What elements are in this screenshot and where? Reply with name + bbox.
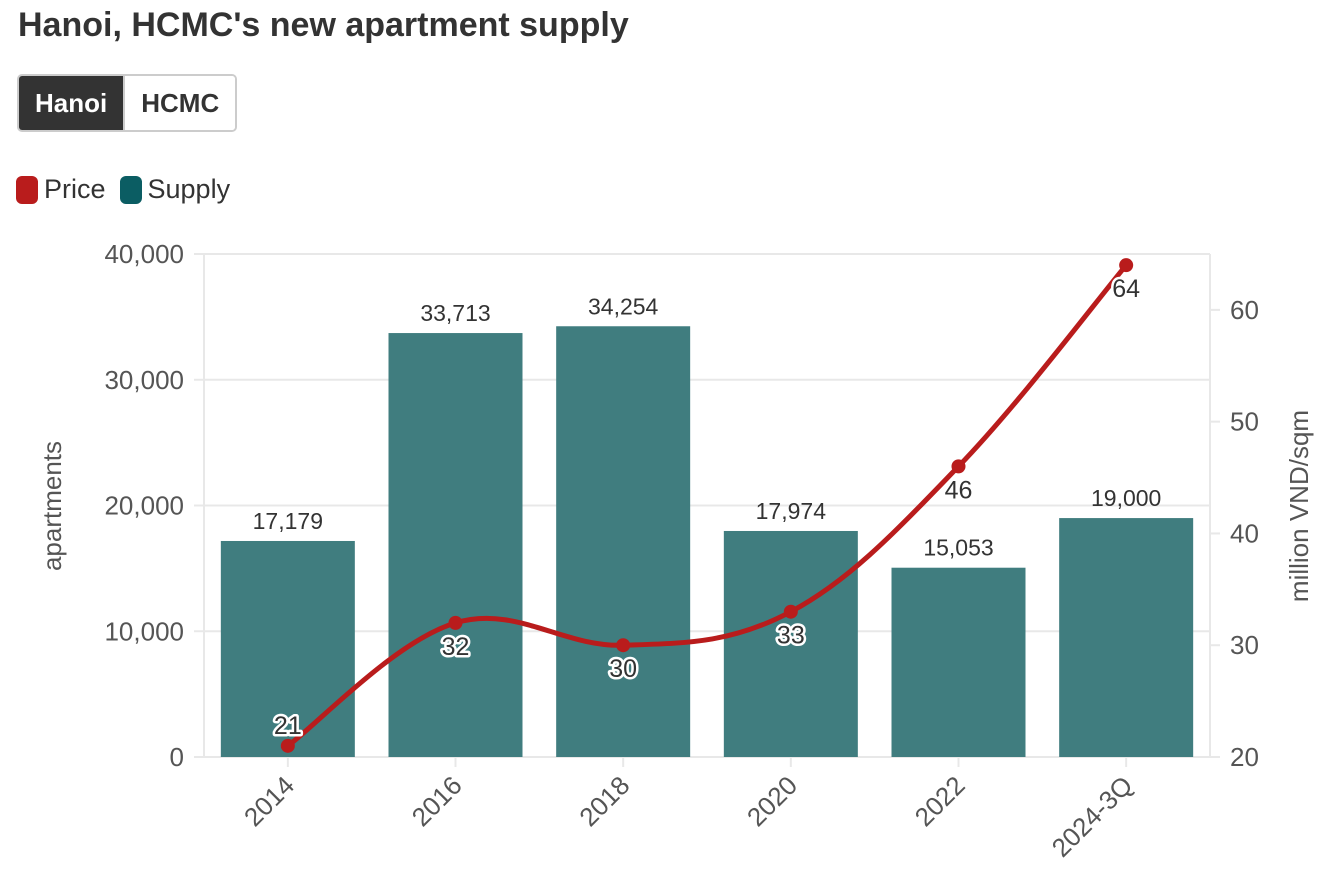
y-tick-label: 20,000 [104, 491, 184, 521]
legend-label-supply: Supply [147, 174, 231, 204]
y-tick-label: 40,000 [104, 239, 184, 269]
city-tabs: Hanoi HCMC [17, 74, 238, 132]
y2-tick-label: 60 [1230, 295, 1259, 325]
point-price [951, 459, 966, 474]
bar-supply [723, 530, 858, 757]
y-axis-title: apartments [37, 441, 67, 571]
bar-data-label: 34,254 [588, 293, 659, 319]
price-data-label: 30 [609, 655, 637, 683]
y2-tick-label: 30 [1230, 630, 1259, 660]
price-data-label: 64 [1112, 275, 1140, 303]
x-tick-label: 2022 [909, 770, 971, 832]
bar-supply [388, 333, 523, 757]
x-tick-label: 2020 [741, 770, 803, 832]
tab-hcmc[interactable]: HCMC [123, 76, 236, 130]
x-tick-label: 2014 [238, 770, 300, 832]
y2-tick-label: 50 [1230, 407, 1259, 437]
bar-data-label: 17,974 [756, 498, 827, 524]
price-data-label: 46 [945, 476, 973, 504]
price-data-label: 32 [442, 633, 470, 661]
legend-label-price: Price [44, 174, 106, 204]
bar-supply [891, 567, 1026, 757]
x-tick-label: 2024-3Q [1046, 770, 1139, 863]
bar-data-label: 15,053 [923, 535, 993, 561]
bar-supply [1059, 518, 1194, 757]
y-tick-label: 30,000 [104, 365, 184, 395]
legend-item-price[interactable]: Price [16, 174, 106, 205]
point-price [1119, 258, 1134, 273]
legend-swatch-price [16, 175, 38, 204]
point-price [783, 604, 798, 619]
y2-tick-label: 40 [1230, 518, 1259, 548]
bar-data-label: 17,179 [253, 508, 323, 534]
x-tick-label: 2016 [406, 770, 468, 832]
y2-axis-title: million VND/sqm [1284, 410, 1314, 602]
point-price [280, 738, 295, 753]
y-tick-label: 0 [170, 742, 184, 772]
y2-tick-label: 20 [1230, 742, 1259, 772]
tab-hanoi[interactable]: Hanoi [19, 76, 124, 130]
bar-data-label: 33,713 [420, 300, 490, 326]
price-data-label: 21 [274, 712, 302, 740]
chart-title: Hanoi, HCMC's new apartment supply [18, 6, 629, 44]
bar-supply [220, 540, 355, 757]
legend-item-supply[interactable]: Supply [119, 174, 231, 205]
x-tick-label: 2018 [573, 770, 635, 832]
point-price [616, 638, 631, 653]
legend-swatch-supply [119, 175, 142, 204]
legend: Price Supply [16, 174, 244, 205]
y-tick-label: 10,000 [104, 616, 184, 646]
series-line-price [285, 262, 1129, 749]
point-price [448, 615, 463, 630]
price-data-label: 33 [777, 622, 805, 650]
bar-data-label: 19,000 [1091, 485, 1161, 511]
bar-supply [556, 326, 691, 757]
